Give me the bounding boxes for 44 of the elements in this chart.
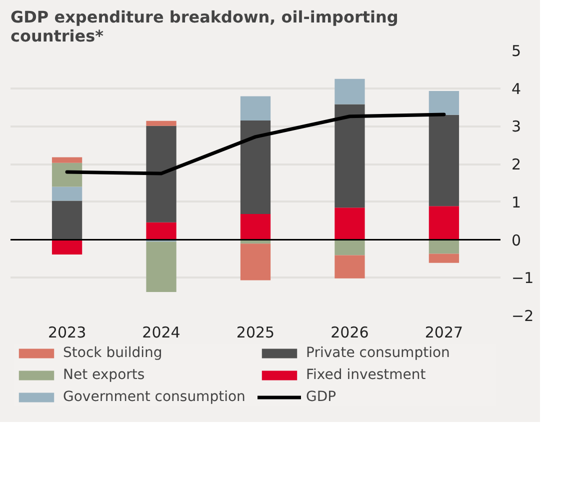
bar <box>52 200 82 240</box>
bar <box>334 78 365 104</box>
legend-label: Government consumption <box>63 388 246 406</box>
bar <box>428 206 460 240</box>
bar <box>240 120 271 214</box>
x-tick-label: 2027 <box>424 324 464 342</box>
legend-label: Fixed investment <box>306 366 427 384</box>
bar <box>52 186 82 201</box>
legend-label: Stock building <box>63 344 164 362</box>
bar <box>334 208 365 240</box>
y-tick-label: −2 <box>512 307 534 325</box>
bar <box>428 114 460 206</box>
line-series <box>65 112 446 176</box>
legend-label: GDP <box>306 388 338 406</box>
y-tick-label: 3 <box>512 118 522 136</box>
bar <box>240 214 271 240</box>
x-tick-label: 2025 <box>236 324 275 342</box>
bar <box>146 126 176 222</box>
bar <box>240 96 271 121</box>
y-tick-label: 2 <box>512 156 522 174</box>
x-tick-label: 2026 <box>330 324 369 342</box>
y-tick-label: 1 <box>512 193 522 212</box>
bar <box>334 240 365 256</box>
bar <box>146 120 176 126</box>
bar <box>52 157 82 163</box>
y-tick-label: −1 <box>512 269 534 288</box>
y-tick-label: 0 <box>512 231 522 250</box>
y-tick-label: 4 <box>512 80 522 98</box>
bar <box>428 240 460 254</box>
bar <box>428 254 460 263</box>
bar <box>146 242 176 292</box>
legend-label: Net exports <box>63 366 146 384</box>
y-tick-label: 5 <box>512 42 522 60</box>
x-tick-label: 2024 <box>142 324 180 342</box>
chart-title: GDP expenditure breakdown, oil-importing countries* <box>10 8 398 46</box>
bar <box>334 255 365 278</box>
x-tick-label: 2023 <box>48 324 86 342</box>
bar <box>334 104 365 208</box>
bar <box>240 244 271 280</box>
bar <box>52 240 82 255</box>
legend-label: Private consumption <box>306 344 451 362</box>
bar <box>428 91 460 115</box>
bar <box>146 222 176 240</box>
bar <box>52 162 82 187</box>
